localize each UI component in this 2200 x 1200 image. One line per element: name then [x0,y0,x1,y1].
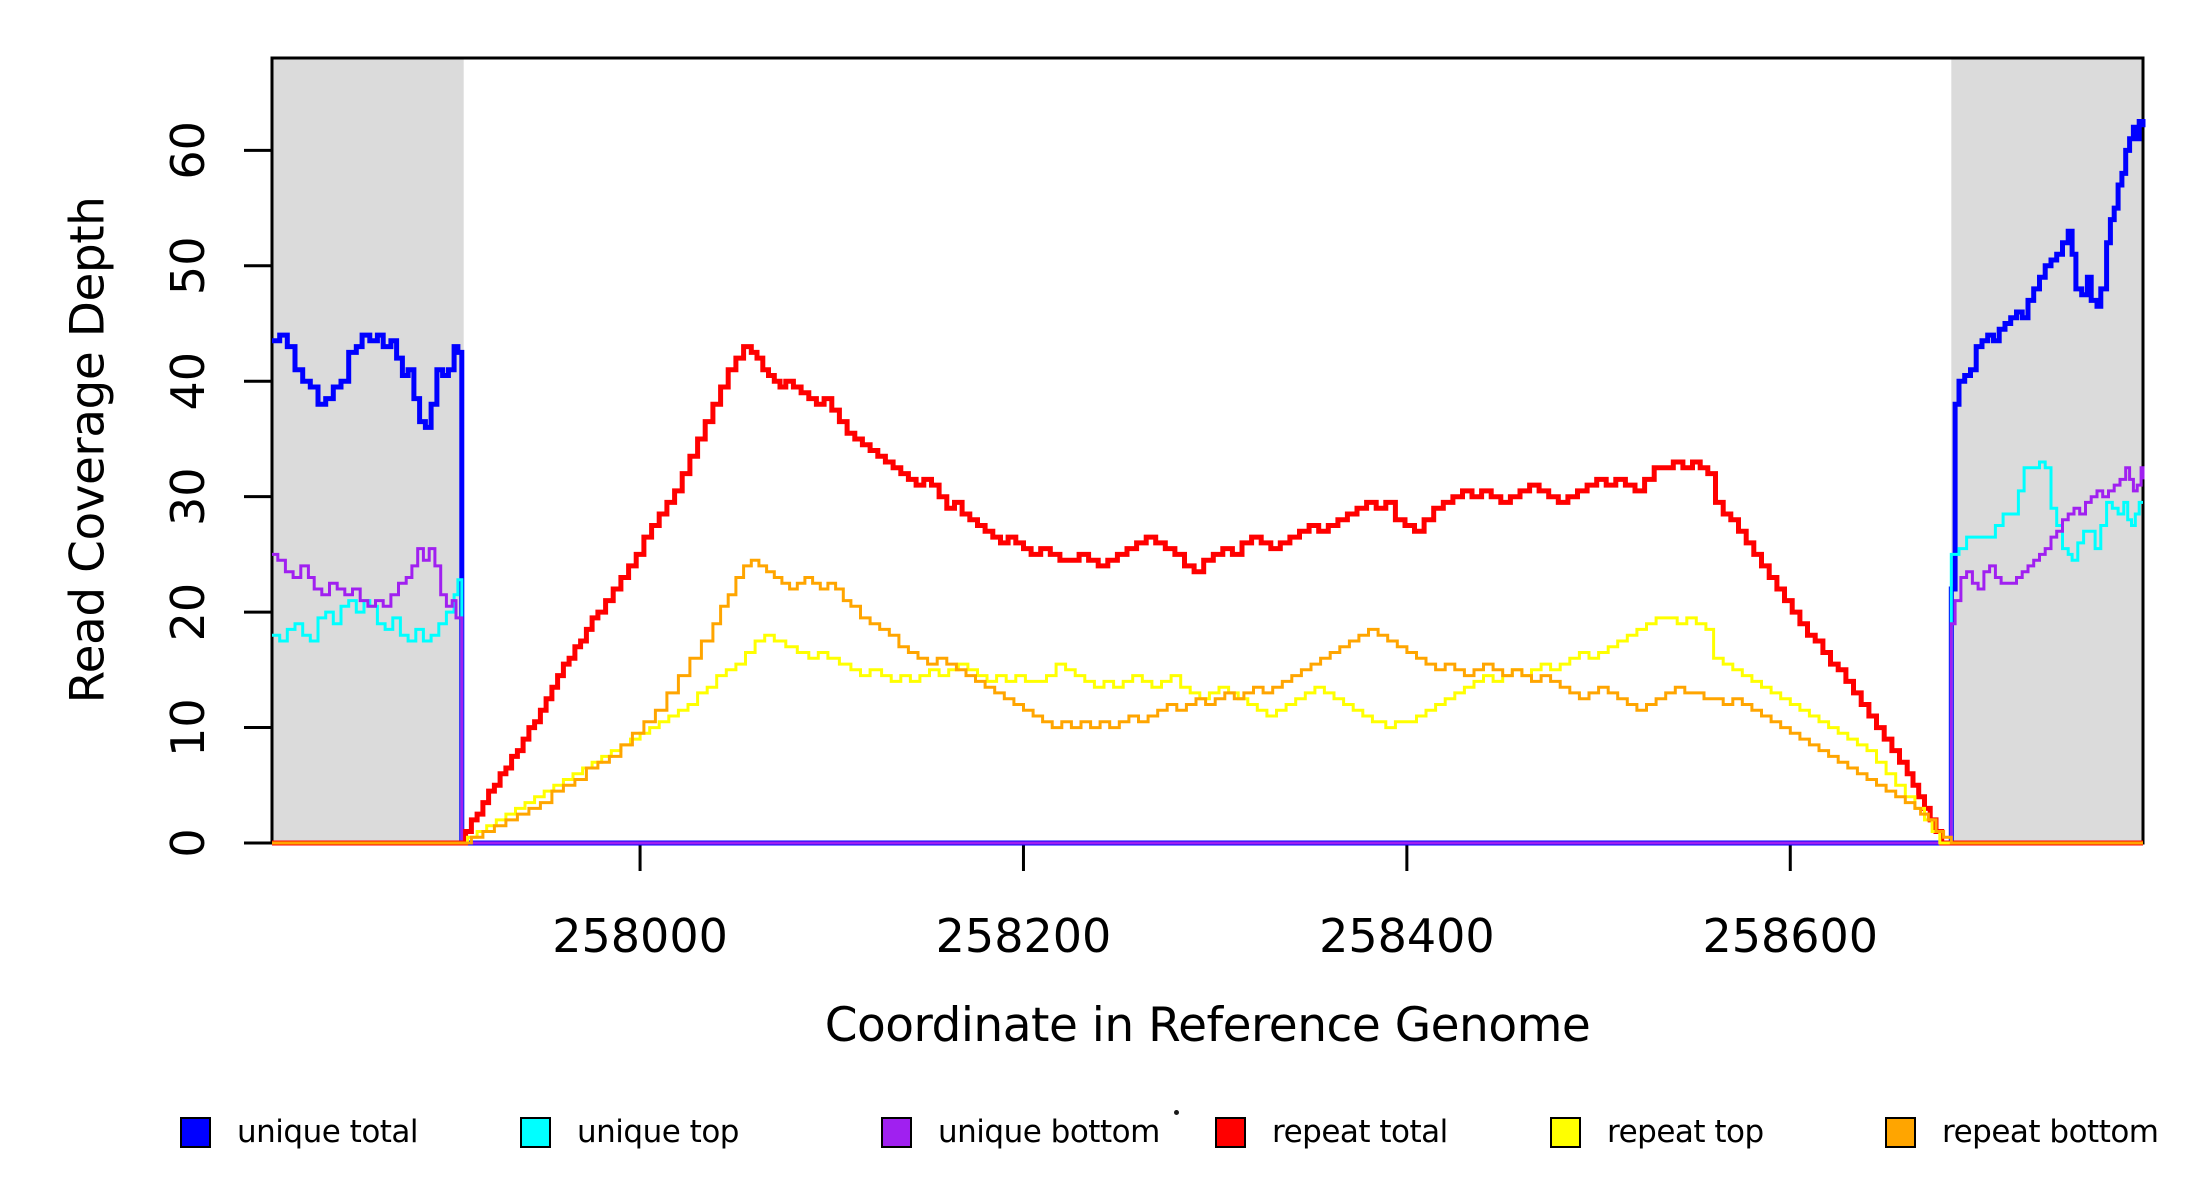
legend-swatch-unique-bottom [881,1116,912,1148]
y-tick-label: 60 [161,121,215,180]
legend-swatch-repeat-total [1215,1116,1246,1148]
y-tick-label: 30 [161,467,215,526]
x-tick-label: 258400 [1319,909,1495,963]
shaded-region-right [1951,58,2143,843]
legend-label: unique total [237,1114,419,1150]
series-repeat-total [272,344,2143,846]
y-tick-label: 40 [161,352,215,411]
legend-stray-dot [1174,1110,1179,1115]
shaded-region-left [272,58,464,843]
legend-item-repeat-bottom: repeat bottom [1885,1114,2159,1150]
x-tick-label: 258600 [1702,909,1878,963]
series-unique-bottom [272,466,2145,845]
x-tick-label: 258200 [936,909,1112,963]
legend-label: unique bottom [938,1114,1160,1150]
legend-swatch-repeat-top [1550,1116,1581,1148]
legend-item-repeat-total: repeat total [1215,1114,1448,1150]
legend-label: unique top [577,1114,739,1150]
legend-label: repeat bottom [1942,1114,2159,1150]
legend-item-unique-bottom: unique bottom [881,1114,1160,1150]
legend-item-unique-top: unique top [520,1114,739,1150]
plot-box [270,56,2145,845]
y-axis-title: Read Coverage Depth [60,196,116,704]
legend-item-unique-total: unique total [180,1114,419,1150]
series-unique-total [272,119,2146,846]
y-tick-label: 20 [161,583,215,642]
y-tick-label: 0 [161,828,215,857]
series-unique-top [272,460,2143,845]
legend-item-repeat-top: repeat top [1550,1114,1764,1150]
y-tick-label: 10 [161,698,215,757]
y-tick-label: 50 [161,237,215,296]
series-repeat-bottom [272,558,2143,845]
x-tick-label: 258000 [552,909,728,963]
legend-swatch-repeat-bottom [1885,1116,1916,1148]
legend-label: repeat top [1607,1114,1764,1150]
legend-swatch-unique-top [520,1116,551,1148]
x-axis-title: Coordinate in Reference Genome [824,998,1591,1053]
legend-swatch-unique-total [180,1116,211,1148]
series-repeat-top [272,616,2143,845]
legend-label: repeat total [1272,1114,1448,1150]
